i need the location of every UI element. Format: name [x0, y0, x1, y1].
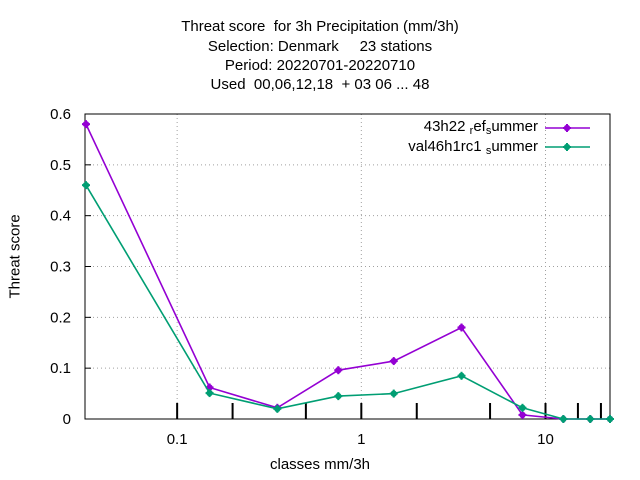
series-2-point	[457, 371, 466, 380]
legend-label-series-1-part-5: ummer	[491, 118, 538, 135]
legend-marker-series-2	[563, 143, 571, 151]
y-tick-label: 0.1	[50, 360, 71, 377]
title-line-4: Used 00,06,12,18 + 03 06 ... 48	[210, 76, 430, 93]
title-line-1: Threat score for 3h Precipitation (mm/3h…	[181, 18, 459, 35]
series-2-point	[586, 415, 595, 423]
series-2-point	[82, 181, 91, 190]
series-2-point	[559, 415, 568, 423]
legend-label-series-1: 43h22 refsummer	[424, 118, 538, 137]
y-tick-label: 0.3	[50, 259, 71, 276]
series-1-point	[389, 357, 398, 366]
series-1-point	[334, 366, 343, 375]
series-2-line	[85, 184, 610, 420]
y-tick-label: 0.6	[50, 106, 71, 123]
series-1-point	[457, 323, 466, 332]
x-axis-label: classes mm/3h	[269, 456, 371, 473]
legend-label-series-2: val46h1rc1 summer	[408, 138, 538, 157]
legend-label-series-2-part-3: ummer	[491, 138, 538, 155]
series-2-point	[518, 403, 527, 412]
plot-border	[84, 113, 611, 420]
series-2-point	[205, 389, 214, 398]
series-1-point	[518, 410, 527, 419]
y-axis-label: Threat score	[6, 214, 24, 299]
axis-ticks: 0 0.1 0.2 0.3 0.4 0.5 0.6 0.1 1 10	[50, 106, 602, 448]
legend	[545, 124, 590, 151]
title-line-3: Period: 20220701-20220710	[224, 57, 416, 74]
y-tick-label: 0.2	[50, 309, 71, 326]
legend-label-series-1-part-4: s	[485, 125, 492, 137]
series-1	[82, 120, 614, 423]
y-tick-label: 0.5	[50, 157, 71, 174]
legend-label-series-1-part-3: ef	[473, 118, 486, 135]
legend-marker-series-1	[563, 124, 571, 132]
x-tick-label: 1	[357, 431, 365, 448]
series-1-line	[85, 123, 610, 420]
series-2-point	[273, 404, 282, 413]
y-tick-label: 0	[63, 411, 71, 428]
series-1-point	[82, 120, 91, 129]
series-layer	[82, 120, 614, 423]
legend-label-series-2-part-1: val46h1rc1	[408, 138, 486, 155]
legend-label-series-1-part-1: 43h22	[423, 118, 470, 135]
series-2-point	[334, 392, 343, 401]
series-2-point	[389, 389, 398, 398]
series-2-point	[606, 415, 614, 423]
x-tick-label: 10	[537, 431, 554, 448]
plot-frame	[84, 113, 611, 420]
legend-label-series-2-part-2: s	[485, 145, 492, 157]
grid-lines	[85, 114, 610, 419]
series-2	[82, 181, 614, 423]
y-tick-label: 0.4	[50, 208, 71, 225]
x-tick-label: 0.1	[167, 431, 188, 448]
title-line-2: Selection: Denmark 23 stations	[207, 38, 433, 55]
legend-label-series-1-part-2: r	[469, 125, 474, 137]
